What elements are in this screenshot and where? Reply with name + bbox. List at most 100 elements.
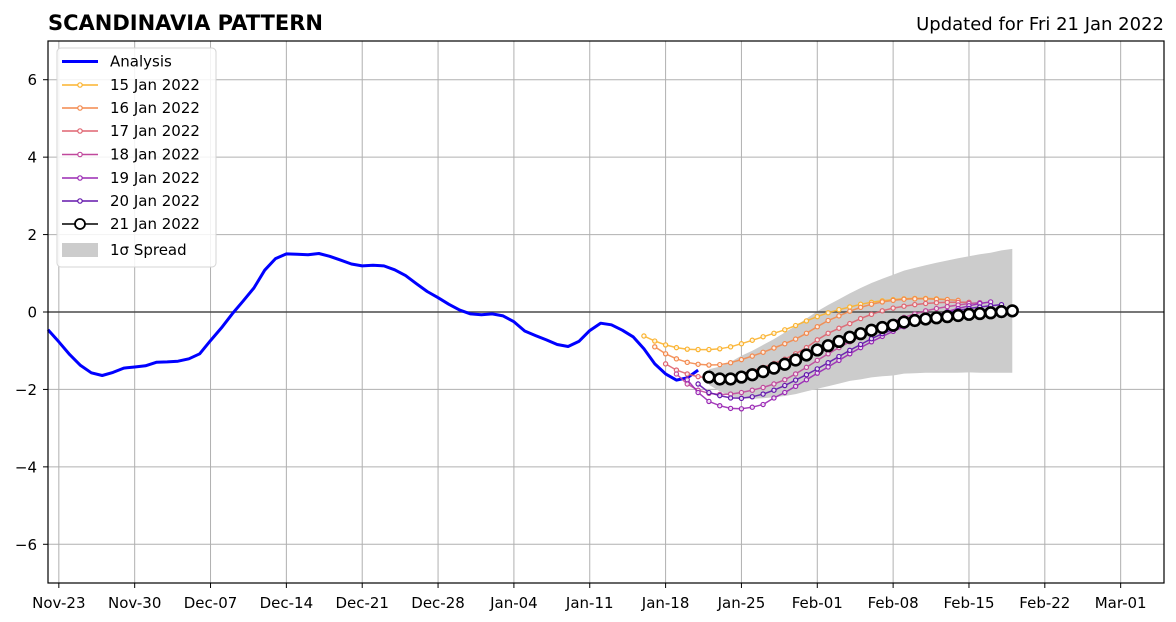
forecast-point xyxy=(706,346,712,353)
forecast-point xyxy=(662,361,669,367)
forecast-point xyxy=(814,366,820,372)
latest-forecast-point xyxy=(984,306,998,320)
latest-forecast-point xyxy=(973,306,987,321)
y-axis: 6 4 2 0 −2 −4 −6 xyxy=(15,71,48,554)
forecast-point xyxy=(944,303,951,310)
forecast-point xyxy=(717,392,723,399)
forecast-point xyxy=(749,387,755,393)
legend-box xyxy=(56,47,217,268)
latest-forecast-point xyxy=(778,357,792,371)
y-tick-label: −4 xyxy=(15,458,37,476)
y-tick-label: 6 xyxy=(27,71,37,89)
forecast-point xyxy=(738,406,745,412)
forecast-point xyxy=(738,395,745,402)
forecast-point xyxy=(782,389,788,396)
forecast-point xyxy=(749,394,755,400)
forecast-point xyxy=(803,372,810,378)
x-axis: Nov-23 Nov-30 Dec-07 Dec-14 Dec-21 Dec-28 Jan-… xyxy=(32,583,1147,612)
x-tick-label: Nov-30 xyxy=(108,594,161,612)
forecast-point xyxy=(825,310,831,316)
legend-entry-19-jan: 19 Jan 2022 xyxy=(62,169,200,187)
x-tick-label: Feb-08 xyxy=(868,594,919,612)
legend-entry-15-jan: 15 Jan 2022 xyxy=(62,76,200,94)
forecast-point xyxy=(706,362,712,368)
forecast-point xyxy=(771,330,777,336)
legend-entry-spread: 1σ Spread xyxy=(62,241,187,259)
forecast-point xyxy=(803,377,810,383)
forecast-point xyxy=(847,320,853,327)
latest-forecast-point xyxy=(843,330,857,344)
forecast-point xyxy=(792,322,799,329)
forecast-point xyxy=(857,315,864,322)
latest-forecast-point xyxy=(756,365,770,379)
latest-forecast-point xyxy=(919,312,933,326)
legend-entry-20-jan: 20 Jan 2022 xyxy=(62,192,200,210)
latest-forecast-point xyxy=(821,339,835,353)
chart-subtitle: Updated for Fri 21 Jan 2022 xyxy=(916,14,1164,35)
x-tick-label: Dec-28 xyxy=(411,594,465,612)
forecast-point xyxy=(814,313,820,320)
latest-forecast-point xyxy=(951,308,965,323)
chart-title: SCANDINAVIA PATTERN xyxy=(48,11,323,35)
legend-label-18-jan: 18 Jan 2022 xyxy=(110,146,200,164)
forecast-point xyxy=(662,351,669,357)
legend-entry-18-jan: 18 Jan 2022 xyxy=(62,146,200,164)
latest-forecast-point xyxy=(1005,304,1019,318)
forecast-point xyxy=(792,371,799,377)
forecast-point xyxy=(836,313,842,319)
forecast-point xyxy=(771,381,777,387)
latest-forecast-point xyxy=(875,320,889,335)
forecast-point xyxy=(749,353,755,359)
latest-forecast-point xyxy=(994,305,1009,319)
forecast-point xyxy=(944,299,951,306)
forecast-point xyxy=(901,303,907,309)
legend: Analysis 15 Jan 2022 16 Jan 2022 17 Jan … xyxy=(56,47,217,268)
x-tick-label: Mar-01 xyxy=(1095,594,1147,612)
forecast-point xyxy=(706,389,712,396)
forecast-point xyxy=(727,344,734,350)
latest-forecast-point xyxy=(897,315,911,329)
x-tick-label: Feb-22 xyxy=(1019,594,1070,612)
forecast-point xyxy=(695,373,701,380)
forecast-point xyxy=(836,306,842,313)
y-tick-label: −6 xyxy=(15,536,37,554)
series-16-jan-2022 xyxy=(652,296,961,368)
forecast-point xyxy=(684,346,690,352)
forecast-point xyxy=(912,296,918,302)
latest-forecast-point xyxy=(940,310,954,324)
latest-forecast-point xyxy=(767,361,781,375)
forecast-point xyxy=(695,361,701,367)
forecast-point xyxy=(792,383,799,390)
forecast-point xyxy=(727,360,734,366)
forecast-point xyxy=(868,301,875,307)
y-tick-label: 0 xyxy=(27,304,37,322)
forecast-point xyxy=(782,327,788,333)
legend-label-17-jan: 17 Jan 2022 xyxy=(110,122,200,140)
latest-forecast-point xyxy=(734,370,749,384)
forecast-point xyxy=(825,364,831,370)
y-tick-label: 2 xyxy=(27,226,37,244)
latest-forecast-point xyxy=(810,343,824,357)
forecast-point xyxy=(814,324,820,330)
forecast-point xyxy=(652,344,658,350)
latest-forecast-point xyxy=(713,372,727,386)
series-layer xyxy=(46,252,1019,412)
forecast-point xyxy=(717,402,723,409)
forecast-point xyxy=(738,341,745,347)
forecast-point xyxy=(662,342,669,348)
legend-label-15-jan: 15 Jan 2022 xyxy=(110,76,200,94)
x-tick-label: Dec-14 xyxy=(260,594,314,612)
forecast-point xyxy=(749,404,755,410)
forecast-point xyxy=(836,325,842,331)
forecast-point xyxy=(727,395,734,401)
latest-forecast-point xyxy=(908,313,922,328)
forecast-point xyxy=(760,349,766,355)
forecast-point xyxy=(749,337,755,343)
forecast-point xyxy=(901,296,907,302)
legend-marker-20-jan xyxy=(77,198,83,204)
x-tick-label: Nov-23 xyxy=(32,594,85,612)
forecast-point xyxy=(847,308,853,314)
latest-forecast-point xyxy=(962,307,976,321)
forecast-point xyxy=(717,361,723,368)
